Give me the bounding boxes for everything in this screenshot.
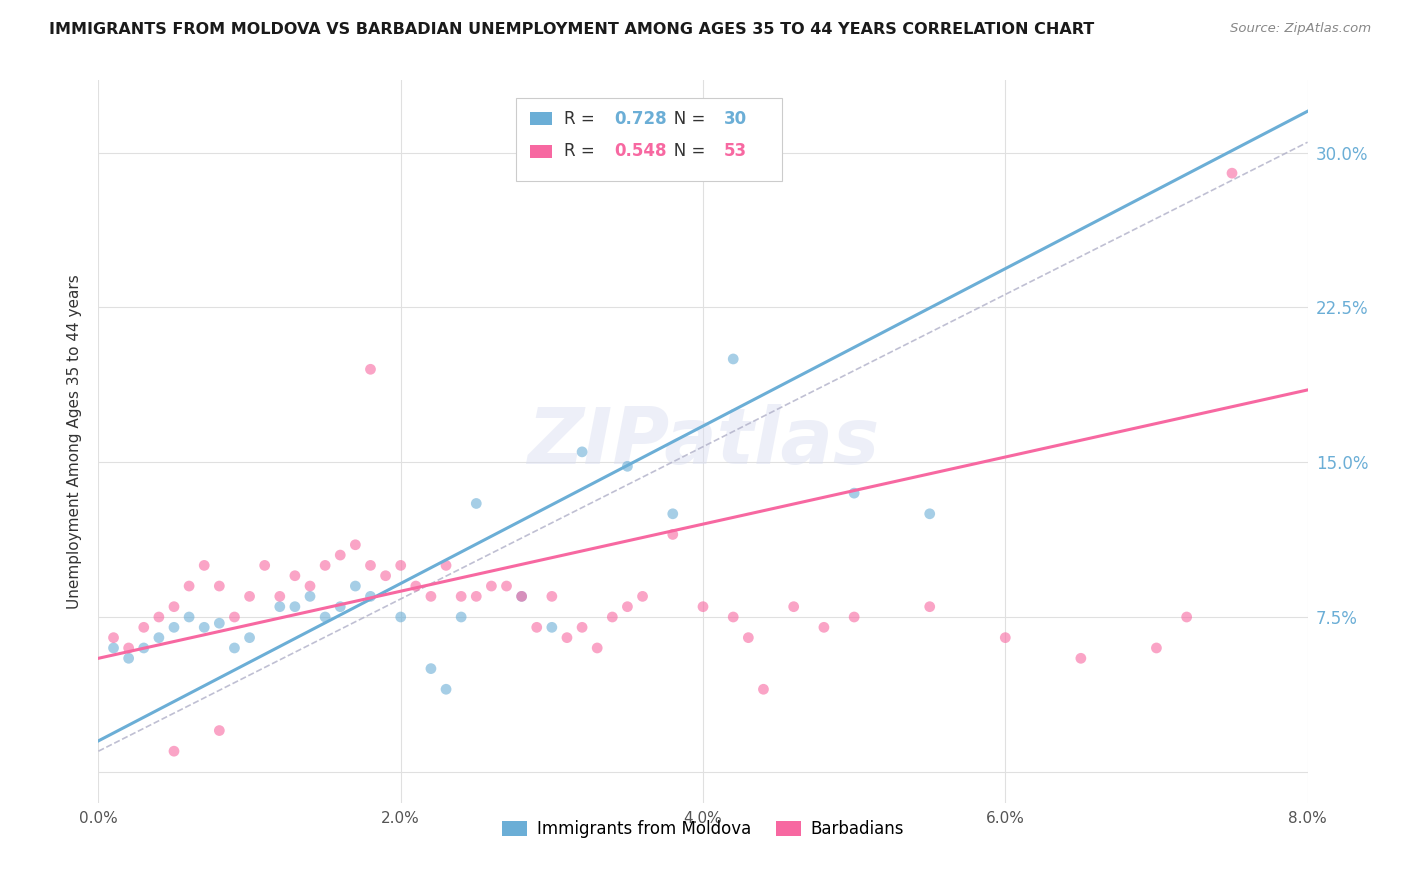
Text: Source: ZipAtlas.com: Source: ZipAtlas.com bbox=[1230, 22, 1371, 36]
Point bbox=[239, 590, 262, 604]
Point bbox=[661, 507, 683, 521]
Text: N =: N = bbox=[658, 110, 711, 128]
Point bbox=[208, 579, 231, 593]
Point bbox=[420, 590, 443, 604]
Point bbox=[526, 620, 548, 634]
Point bbox=[163, 744, 186, 758]
Point bbox=[692, 599, 714, 614]
Point bbox=[602, 610, 624, 624]
Point bbox=[723, 351, 745, 366]
Point bbox=[540, 620, 562, 634]
Text: 53: 53 bbox=[724, 142, 747, 160]
Text: R =: R = bbox=[564, 142, 600, 160]
Point bbox=[450, 610, 472, 624]
Point bbox=[208, 723, 231, 738]
Point bbox=[1146, 640, 1168, 655]
Point bbox=[540, 590, 562, 604]
Point bbox=[163, 620, 186, 634]
Legend: Immigrants from Moldova, Barbadians: Immigrants from Moldova, Barbadians bbox=[495, 814, 911, 845]
Point bbox=[360, 362, 382, 376]
Point bbox=[239, 631, 262, 645]
Point bbox=[132, 620, 155, 634]
Point bbox=[208, 616, 231, 631]
Point bbox=[103, 631, 125, 645]
Point bbox=[389, 558, 412, 573]
Point bbox=[284, 568, 307, 582]
Point bbox=[737, 631, 759, 645]
Point bbox=[269, 599, 291, 614]
Text: 30: 30 bbox=[724, 110, 747, 128]
Point bbox=[510, 590, 533, 604]
Point bbox=[360, 590, 382, 604]
Point bbox=[465, 496, 488, 510]
Text: 0.548: 0.548 bbox=[614, 142, 668, 160]
Point bbox=[616, 459, 638, 474]
Point bbox=[284, 599, 307, 614]
Point bbox=[420, 662, 443, 676]
Point bbox=[344, 538, 367, 552]
Point bbox=[193, 558, 215, 573]
Point bbox=[510, 590, 533, 604]
Y-axis label: Unemployment Among Ages 35 to 44 years: Unemployment Among Ages 35 to 44 years bbox=[67, 274, 83, 609]
Point bbox=[314, 558, 336, 573]
Point bbox=[481, 579, 503, 593]
Point bbox=[555, 631, 578, 645]
Point bbox=[344, 579, 367, 593]
Point bbox=[631, 590, 654, 604]
Point bbox=[918, 507, 941, 521]
Point bbox=[1070, 651, 1092, 665]
Point bbox=[571, 620, 593, 634]
Point bbox=[495, 579, 517, 593]
Point bbox=[329, 548, 352, 562]
Point bbox=[783, 599, 806, 614]
Point bbox=[163, 599, 186, 614]
Point bbox=[193, 620, 215, 634]
Point bbox=[586, 640, 609, 655]
Point bbox=[1175, 610, 1198, 624]
FancyBboxPatch shape bbox=[516, 98, 782, 181]
Point bbox=[752, 682, 775, 697]
Point bbox=[844, 486, 866, 500]
Point bbox=[465, 590, 488, 604]
Point bbox=[374, 568, 396, 582]
Text: ZIPatlas: ZIPatlas bbox=[527, 403, 879, 480]
Point bbox=[1220, 166, 1243, 180]
Point bbox=[269, 590, 291, 604]
Point bbox=[450, 590, 472, 604]
Point bbox=[329, 599, 352, 614]
Point bbox=[434, 558, 457, 573]
Point bbox=[179, 579, 201, 593]
Point bbox=[179, 610, 201, 624]
Point bbox=[253, 558, 276, 573]
Point bbox=[389, 610, 412, 624]
Point bbox=[103, 640, 125, 655]
Point bbox=[616, 599, 638, 614]
Point bbox=[813, 620, 835, 634]
Point bbox=[661, 527, 683, 541]
Point bbox=[299, 579, 322, 593]
Point bbox=[132, 640, 155, 655]
FancyBboxPatch shape bbox=[530, 145, 551, 158]
Text: N =: N = bbox=[658, 142, 711, 160]
Point bbox=[148, 631, 170, 645]
Point bbox=[571, 445, 593, 459]
Point bbox=[844, 610, 866, 624]
Text: R =: R = bbox=[564, 110, 600, 128]
Point bbox=[118, 640, 141, 655]
Point bbox=[118, 651, 141, 665]
Point bbox=[314, 610, 336, 624]
Point bbox=[994, 631, 1017, 645]
Point bbox=[360, 558, 382, 573]
Point bbox=[224, 640, 246, 655]
Point bbox=[918, 599, 941, 614]
Point bbox=[224, 610, 246, 624]
Point bbox=[434, 682, 457, 697]
Point bbox=[299, 590, 322, 604]
Point bbox=[148, 610, 170, 624]
FancyBboxPatch shape bbox=[530, 112, 551, 125]
Text: IMMIGRANTS FROM MOLDOVA VS BARBADIAN UNEMPLOYMENT AMONG AGES 35 TO 44 YEARS CORR: IMMIGRANTS FROM MOLDOVA VS BARBADIAN UNE… bbox=[49, 22, 1094, 37]
Point bbox=[405, 579, 427, 593]
Text: 0.728: 0.728 bbox=[614, 110, 668, 128]
Point bbox=[723, 610, 745, 624]
